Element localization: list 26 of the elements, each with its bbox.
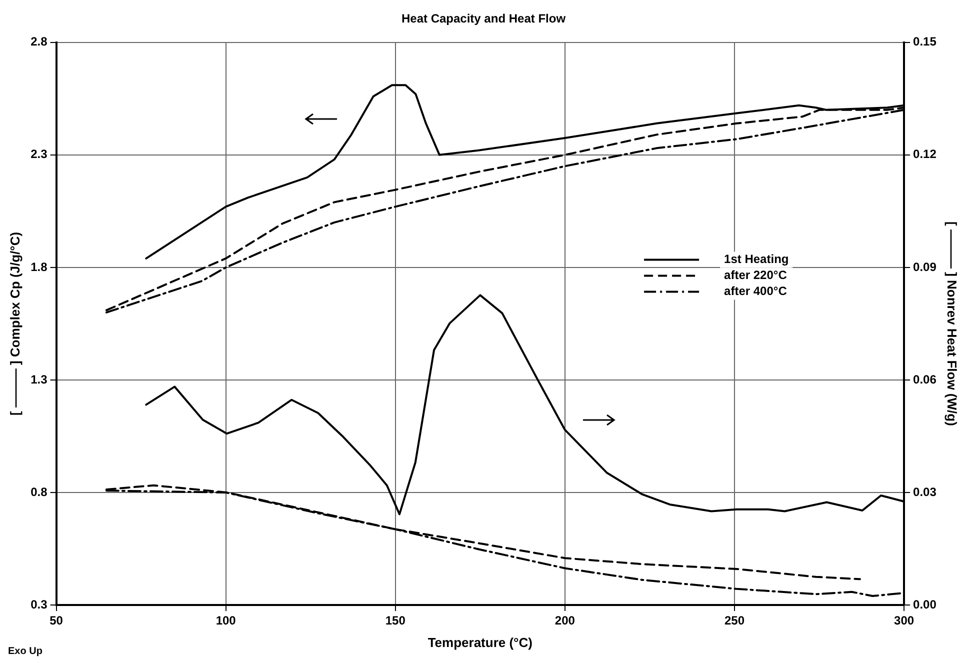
y2-tick-label: 0.03 <box>913 484 937 499</box>
x-axis-title: Temperature (°C) <box>428 634 532 650</box>
y-tick-label: 2.3 <box>30 147 48 162</box>
legend-label: after 220°C <box>724 268 788 282</box>
y-tick-label: 1.8 <box>30 260 48 274</box>
y2-tick-label: 0.09 <box>913 260 937 274</box>
y-tick-label: 1.3 <box>30 372 48 386</box>
x-tick-label: 200 <box>554 614 576 628</box>
y-tick-label: 2.8 <box>30 34 48 49</box>
x-tick-label: 100 <box>216 614 236 628</box>
y2-tick-label: 0.00 <box>913 597 937 612</box>
y-axis-title: [ ——— ] Complex Cp (J/g/°C) <box>7 232 22 416</box>
legend-label: 1st Heating <box>724 252 789 266</box>
x-tick-label: 50 <box>50 614 64 628</box>
x-tick-label: 300 <box>894 614 914 628</box>
y2-tick-label: 0.12 <box>913 147 937 162</box>
y2-tick-label: 0.15 <box>913 34 937 49</box>
chart-title: Heat Capacity and Heat Flow <box>401 12 566 26</box>
text: Exo Up <box>8 646 42 657</box>
y-tick-label: 0.8 <box>30 484 48 499</box>
y-tick-label: 0.3 <box>30 597 48 612</box>
x-tick-label: 250 <box>724 614 745 628</box>
legend-label: after 400°C <box>724 284 788 298</box>
y2-axis-title: [ ——— ] Nonrev Heat Flow (W/g) <box>944 222 960 426</box>
x-tick-label: 150 <box>385 614 406 628</box>
y2-tick-label: 0.06 <box>913 372 937 386</box>
